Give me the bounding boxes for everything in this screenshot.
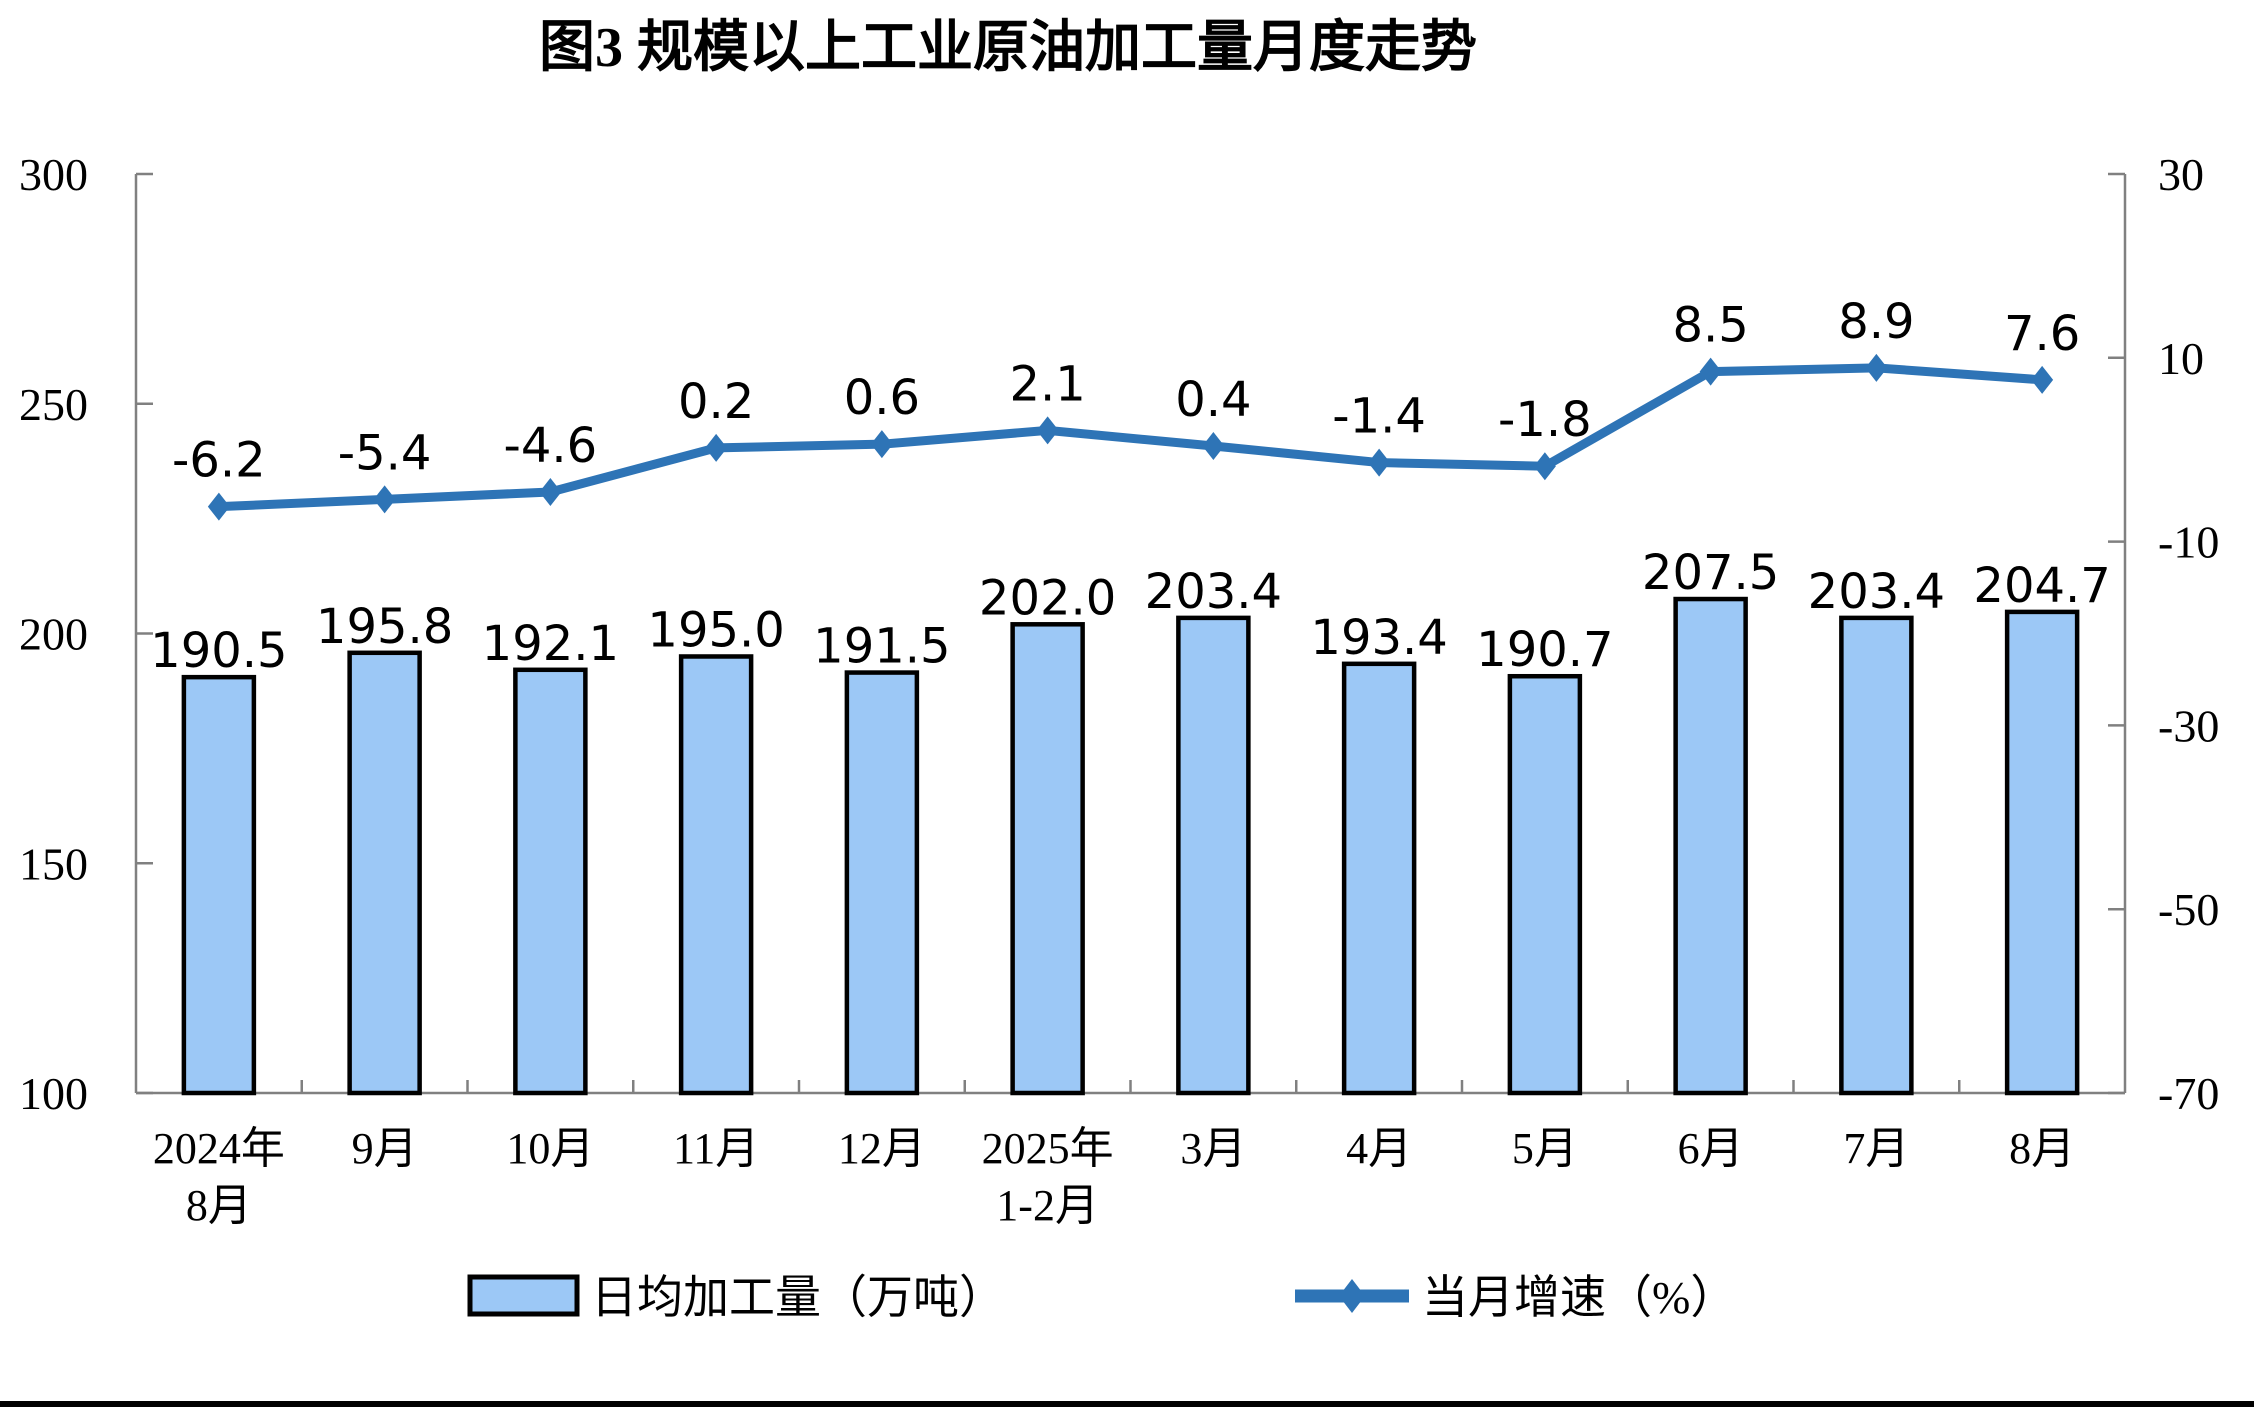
x-axis-category-label: 8月 <box>186 1181 252 1230</box>
x-axis-category-label: 6月 <box>1678 1124 1744 1173</box>
x-axis-category-label: 12月 <box>838 1124 926 1173</box>
x-axis-category-label: 7月 <box>1843 1124 1909 1173</box>
line-marker-icon <box>1368 448 1391 477</box>
bar-value-label: 195.0 <box>647 602 784 658</box>
bar-value-label: 204.7 <box>1973 558 2110 614</box>
line-value-label: -4.6 <box>504 418 598 474</box>
line-value-label: 0.6 <box>844 370 920 426</box>
line-marker-icon <box>1865 353 1888 382</box>
bar-data-labels: 190.5 195.8 192.1 195.0 191.5 202.0 203.4 193.4… <box>150 545 2111 679</box>
x-axis-labels: 2024年 8月 9月 10月 11月 12月 2025年 1-2月 3月 4月 5月 6月 7月 8月 <box>153 1124 2075 1230</box>
bar-value-label: 190.5 <box>150 623 287 679</box>
bar <box>1176 615 1251 1096</box>
right-axis-tick-label: 30 <box>2158 149 2204 200</box>
x-axis-category-label: 1-2月 <box>996 1181 1099 1230</box>
line-value-label: 8.5 <box>1672 298 1748 354</box>
bar-value-label: 190.7 <box>1476 622 1613 678</box>
line-value-label: -1.4 <box>1332 389 1426 445</box>
right-axis-tick-label: -30 <box>2158 700 2219 751</box>
line-marker-icon <box>870 430 893 459</box>
line-marker-icon <box>1202 432 1225 461</box>
x-axis-category-label: 3月 <box>1180 1124 1246 1173</box>
bar <box>347 650 422 1096</box>
line-marker-icon <box>1533 452 1556 481</box>
bar-value-label: 203.4 <box>1145 564 1282 620</box>
growth-line-path <box>218 363 2043 512</box>
bar-value-label: 193.4 <box>1310 610 1447 666</box>
bar-value-label: 191.5 <box>813 619 950 675</box>
bar-value-label: 192.1 <box>482 616 619 672</box>
right-axis-tick-label: -70 <box>2158 1068 2219 1119</box>
left-axis-tick-label: 250 <box>19 379 88 430</box>
legend-line-marker-icon <box>1339 1279 1365 1313</box>
left-axis-tick-label: 150 <box>19 838 88 889</box>
x-axis-category-label: 9月 <box>352 1124 418 1173</box>
line-series <box>207 353 2054 521</box>
x-axis-category-label: 5月 <box>1512 1124 1578 1173</box>
left-axis-tick-label: 100 <box>19 1068 88 1119</box>
bar <box>181 674 257 1096</box>
x-axis-category-label: 10月 <box>506 1124 594 1173</box>
line-marker-icon <box>373 485 396 514</box>
left-axis-tick-label: 300 <box>19 149 88 200</box>
line-value-label: 8.9 <box>1838 294 1914 350</box>
line-marker-icon <box>539 477 562 506</box>
legend-item-bar: 日均加工量（万吨） <box>467 1272 1005 1323</box>
right-axis-tick-label: 10 <box>2158 333 2204 384</box>
line-value-label: -1.8 <box>1498 392 1592 448</box>
legend-line-label: 当月增速（%） <box>1422 1272 1736 1323</box>
line-value-label: -6.2 <box>172 433 266 489</box>
x-axis-category-label: 4月 <box>1346 1124 1412 1173</box>
bar <box>1839 615 1914 1096</box>
bar-value-label: 202.0 <box>979 570 1116 626</box>
line-value-label: 0.2 <box>678 374 754 430</box>
line-data-labels: -6.2 -5.4 -4.6 0.2 0.6 2.1 0.4 -1.4 -1.8 8.5 8.9 7.… <box>172 294 2080 489</box>
x-axis-category-label: 2024年 <box>153 1124 285 1173</box>
line-marker-icon <box>207 492 230 521</box>
left-axis-tick-label: 200 <box>19 609 88 660</box>
bar <box>844 670 920 1096</box>
line-value-label: -5.4 <box>338 425 432 481</box>
line-marker-icon <box>1699 357 1722 386</box>
legend-bar-swatch <box>467 1274 580 1317</box>
line-marker-icon <box>2031 365 2054 394</box>
legend: 日均加工量（万吨） 当月增速（%） <box>467 1272 1736 1323</box>
line-value-label: 7.6 <box>2004 306 2080 362</box>
bar <box>1673 596 1748 1096</box>
legend-bar-label: 日均加工量（万吨） <box>591 1272 1005 1323</box>
x-axis-category-label: 2025年 <box>982 1124 1114 1173</box>
bar <box>513 667 588 1096</box>
line-marker-icon <box>705 433 728 462</box>
line-value-label: 0.4 <box>1175 372 1251 428</box>
right-axis-tick-label: -10 <box>2158 517 2219 568</box>
bottom-divider <box>0 1401 2254 1407</box>
right-axis-tick-label: -50 <box>2158 884 2219 935</box>
line-value-label: 2.1 <box>1009 356 1085 412</box>
bar-value-label: 195.8 <box>316 599 453 655</box>
bar-value-label: 207.5 <box>1642 545 1779 601</box>
bar <box>1010 622 1085 1096</box>
bar <box>2004 609 2080 1096</box>
x-axis-category-label: 8月 <box>2009 1124 2075 1173</box>
bar <box>1341 661 1417 1096</box>
line-marker-icon <box>1036 416 1059 445</box>
axes <box>134 172 2127 1095</box>
legend-item-line: 当月增速（%） <box>1295 1272 1736 1323</box>
right-axis-labels: 30 10 -10 -30 -50 -70 <box>2158 149 2219 1119</box>
bar-series <box>181 596 2080 1096</box>
x-axis-category-label: 11月 <box>673 1124 759 1173</box>
left-axis-labels: 300 250 200 150 100 <box>19 149 88 1119</box>
bar <box>678 654 754 1096</box>
bar <box>1507 673 1583 1096</box>
chart-title: 图3 规模以上工业原油加工量月度走势 <box>539 17 1477 79</box>
bar-value-label: 203.4 <box>1808 564 1945 620</box>
